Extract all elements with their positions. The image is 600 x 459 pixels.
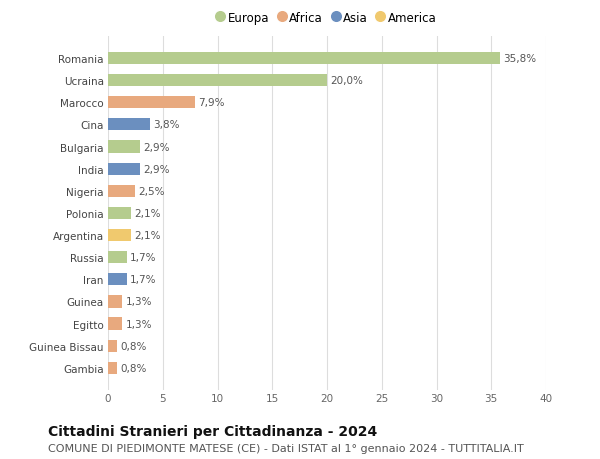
Text: 20,0%: 20,0% xyxy=(330,76,363,86)
Bar xyxy=(108,97,194,109)
Legend: Europa, Africa, Asia, America: Europa, Africa, Asia, America xyxy=(212,7,442,30)
Bar xyxy=(108,75,327,87)
Text: 0,8%: 0,8% xyxy=(120,363,146,373)
Bar xyxy=(108,252,127,263)
Text: Cittadini Stranieri per Cittadinanza - 2024: Cittadini Stranieri per Cittadinanza - 2… xyxy=(48,425,377,438)
Bar xyxy=(108,362,117,374)
Text: 35,8%: 35,8% xyxy=(503,54,536,64)
Bar xyxy=(108,185,136,197)
Bar xyxy=(108,207,131,219)
Bar xyxy=(108,163,140,175)
Text: 2,9%: 2,9% xyxy=(143,142,170,152)
Text: 2,5%: 2,5% xyxy=(139,186,165,196)
Bar xyxy=(108,340,117,352)
Bar xyxy=(108,274,127,286)
Text: 0,8%: 0,8% xyxy=(120,341,146,351)
Text: COMUNE DI PIEDIMONTE MATESE (CE) - Dati ISTAT al 1° gennaio 2024 - TUTTITALIA.IT: COMUNE DI PIEDIMONTE MATESE (CE) - Dati … xyxy=(48,443,524,453)
Text: 7,9%: 7,9% xyxy=(198,98,224,108)
Bar xyxy=(108,141,140,153)
Text: 2,9%: 2,9% xyxy=(143,164,170,174)
Text: 3,8%: 3,8% xyxy=(153,120,179,130)
Text: 1,7%: 1,7% xyxy=(130,274,157,285)
Text: 1,3%: 1,3% xyxy=(125,319,152,329)
Bar xyxy=(108,119,149,131)
Text: 2,1%: 2,1% xyxy=(134,230,161,241)
Text: 2,1%: 2,1% xyxy=(134,208,161,218)
Bar xyxy=(108,318,122,330)
Bar xyxy=(108,296,122,308)
Text: 1,3%: 1,3% xyxy=(125,297,152,307)
Text: 1,7%: 1,7% xyxy=(130,252,157,263)
Bar xyxy=(108,53,500,65)
Bar xyxy=(108,230,131,241)
